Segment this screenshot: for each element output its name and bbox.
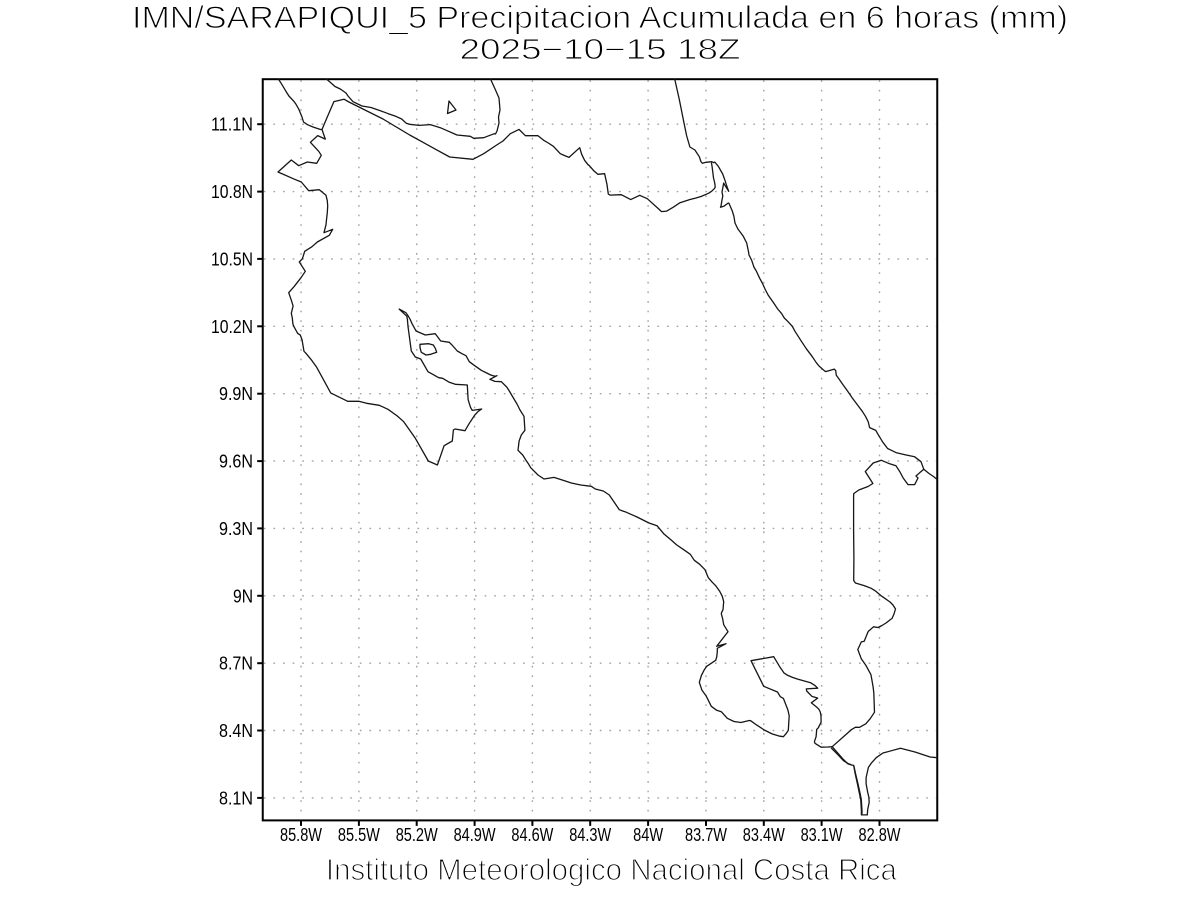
svg-text:10.8N: 10.8N <box>211 182 253 202</box>
svg-text:84.6W: 84.6W <box>511 825 553 845</box>
svg-text:85.2W: 85.2W <box>396 825 438 845</box>
svg-text:84W: 84W <box>633 825 663 845</box>
svg-text:9.6N: 9.6N <box>219 452 253 472</box>
svg-text:11.1N: 11.1N <box>211 115 253 135</box>
svg-text:10.2N: 10.2N <box>211 317 253 337</box>
svg-text:8.1N: 8.1N <box>219 788 253 808</box>
svg-text:2025−10−15 18Z: 2025−10−15 18Z <box>460 34 741 66</box>
svg-text:85.5W: 85.5W <box>338 825 380 845</box>
svg-text:83.4W: 83.4W <box>743 825 785 845</box>
svg-text:9N: 9N <box>233 586 253 606</box>
svg-text:IMN/SARAPIQUI_5 Precipitacion: IMN/SARAPIQUI_5 Precipitacion Acumulada … <box>132 0 1068 35</box>
svg-text:8.7N: 8.7N <box>219 654 253 674</box>
svg-text:8.4N: 8.4N <box>219 721 253 741</box>
svg-text:9.9N: 9.9N <box>219 384 253 404</box>
svg-text:82.8W: 82.8W <box>859 825 901 845</box>
svg-text:84.9W: 84.9W <box>454 825 496 845</box>
svg-text:84.3W: 84.3W <box>569 825 611 845</box>
svg-text:83.7W: 83.7W <box>685 825 727 845</box>
svg-text:Instituto Meteorologico Nacion: Instituto Meteorologico Nacional Costa R… <box>326 852 898 887</box>
svg-text:85.8W: 85.8W <box>280 825 322 845</box>
svg-text:10.5N: 10.5N <box>211 249 253 269</box>
svg-text:9.3N: 9.3N <box>219 519 253 539</box>
svg-text:83.1W: 83.1W <box>801 825 843 845</box>
